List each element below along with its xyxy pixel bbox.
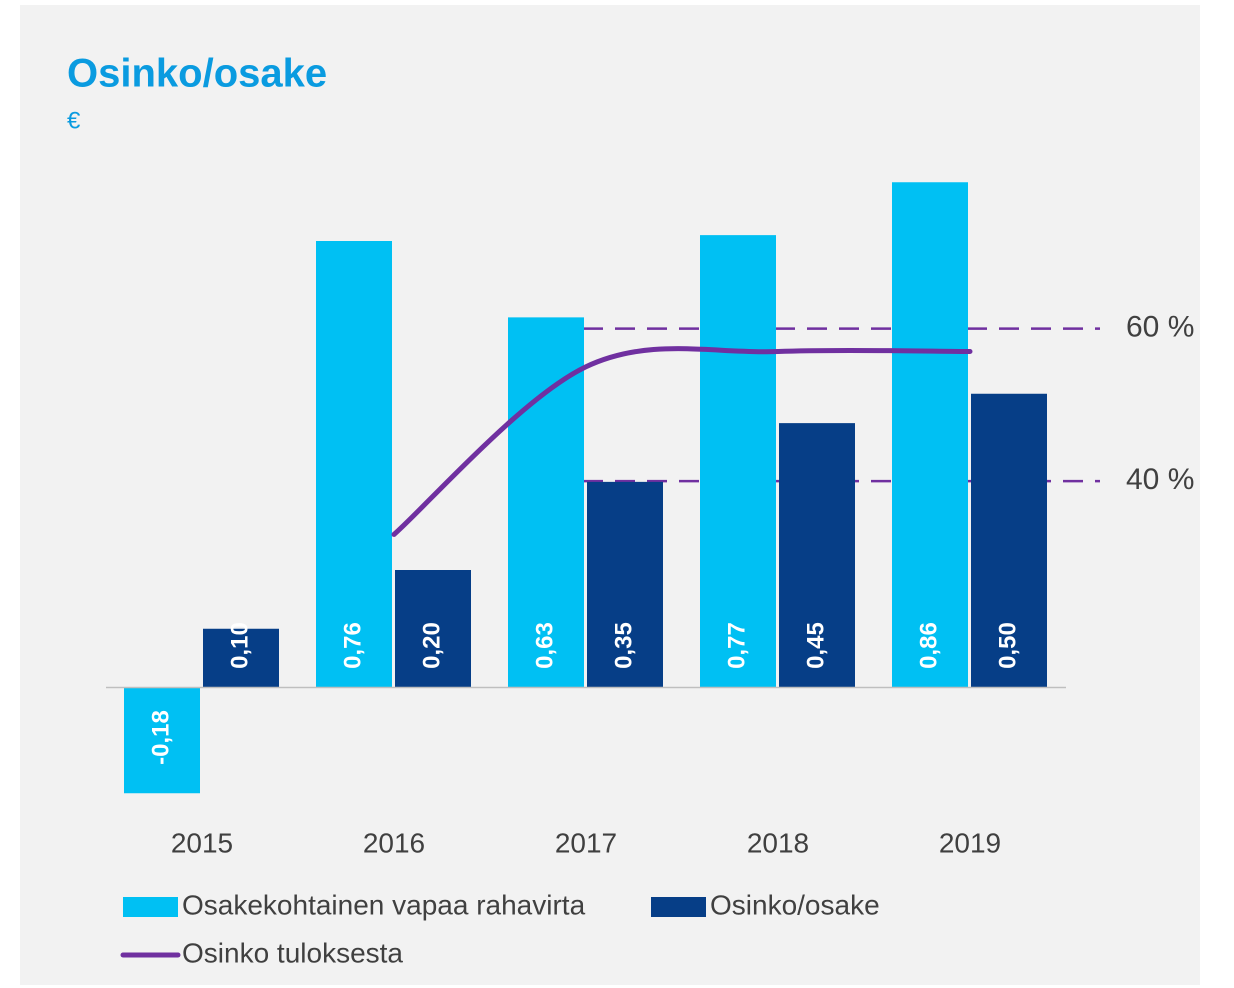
data-label: 0,35 bbox=[610, 622, 637, 669]
bar bbox=[508, 317, 584, 688]
legend-label: Osinko/osake bbox=[710, 889, 880, 920]
data-label: 0,10 bbox=[226, 622, 253, 669]
data-label: 0,86 bbox=[915, 622, 942, 669]
y2-tick-label: 40 % bbox=[1126, 463, 1194, 496]
bar bbox=[395, 570, 471, 688]
x-tick-label: 2016 bbox=[363, 827, 425, 858]
y2-tick-label: 60 % bbox=[1126, 311, 1194, 344]
data-label: -0,18 bbox=[147, 710, 174, 765]
bar bbox=[779, 423, 855, 688]
bar bbox=[316, 241, 392, 688]
legend-label: Osinko tuloksesta bbox=[182, 937, 403, 968]
data-label: 0,63 bbox=[531, 622, 558, 669]
x-tick-label: 2018 bbox=[747, 827, 809, 858]
legend-swatch bbox=[651, 897, 706, 917]
chart-subtitle: € bbox=[67, 107, 81, 134]
bar bbox=[124, 687, 200, 794]
legend-swatch bbox=[123, 897, 178, 917]
bar bbox=[700, 235, 776, 688]
bar bbox=[587, 481, 663, 688]
data-label: 0,77 bbox=[723, 622, 750, 669]
data-label: 0,20 bbox=[418, 622, 445, 669]
bar bbox=[203, 628, 279, 688]
chart-title: Osinko/osake bbox=[67, 52, 327, 96]
bar bbox=[892, 182, 968, 688]
data-label: 0,76 bbox=[339, 622, 366, 669]
data-label: 0,45 bbox=[802, 622, 829, 669]
line-series bbox=[391, 346, 973, 537]
x-tick-label: 2015 bbox=[171, 827, 233, 858]
data-label: 0,50 bbox=[994, 622, 1021, 669]
bar bbox=[971, 393, 1047, 688]
legend-label: Osakekohtainen vapaa rahavirta bbox=[182, 889, 586, 920]
x-tick-label: 2017 bbox=[555, 827, 617, 858]
x-tick-label: 2019 bbox=[939, 827, 1001, 858]
